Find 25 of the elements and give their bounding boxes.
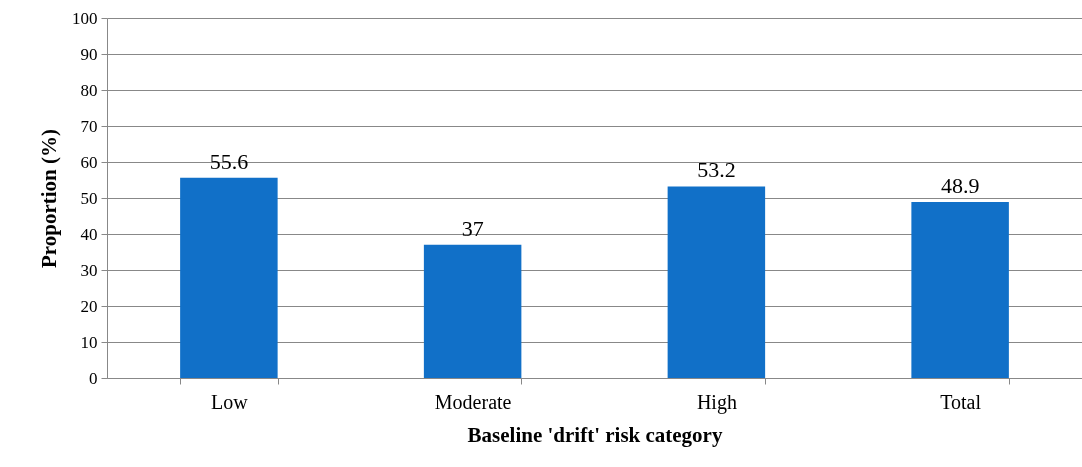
- data-label: 53.2: [697, 157, 736, 183]
- y-tick-label: 40: [80, 224, 98, 244]
- y-tick-label: 10: [80, 332, 98, 352]
- data-label: 48.9: [940, 172, 980, 198]
- y-tick-label: 100: [72, 8, 98, 28]
- x-axis-title: Baseline 'drift' risk category: [467, 422, 723, 447]
- x-tick-label: Total: [940, 390, 982, 413]
- bar: [423, 244, 522, 378]
- y-tick-label: 30: [80, 260, 98, 280]
- data-label: 55.6: [209, 148, 249, 174]
- bar: [911, 201, 1009, 378]
- y-tick-label: 90: [80, 44, 98, 64]
- x-tick-label: Moderate: [434, 390, 512, 413]
- data-label: 37: [461, 215, 484, 241]
- bar: [180, 177, 278, 378]
- y-tick-label: 80: [80, 80, 98, 100]
- bar: [667, 186, 766, 378]
- x-tick-label: Low: [211, 390, 249, 413]
- y-axis-title: Proportion (%): [37, 128, 61, 269]
- y-tick-label: 60: [80, 152, 98, 172]
- y-tick-label: 0: [89, 368, 98, 388]
- y-tick-label: 50: [80, 188, 98, 208]
- y-tick-label: 20: [80, 296, 98, 316]
- y-tick-label: 70: [80, 116, 98, 136]
- x-tick-label: High: [696, 390, 737, 414]
